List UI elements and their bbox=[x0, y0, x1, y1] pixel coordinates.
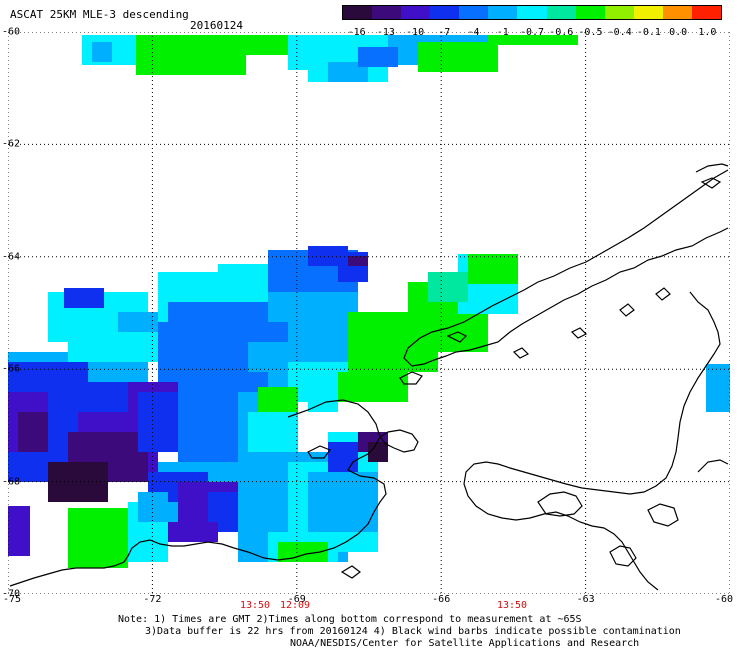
swath-cell bbox=[138, 492, 168, 522]
swath-cell bbox=[328, 442, 358, 472]
swath-cell bbox=[488, 35, 578, 45]
swath-cell bbox=[68, 508, 128, 568]
colorbar-swatch bbox=[604, 6, 634, 19]
swath-cell bbox=[158, 522, 218, 542]
swath-cell bbox=[278, 542, 328, 562]
colorbar bbox=[342, 5, 722, 20]
swath-cell bbox=[18, 412, 48, 452]
colorbar-label: -13 bbox=[376, 27, 395, 38]
pass-time-label: 13:50 bbox=[239, 600, 271, 611]
swath-cell bbox=[48, 472, 78, 502]
colorbar-swatch bbox=[633, 6, 663, 19]
map-title: ASCAT 25KM MLE-3 descending bbox=[10, 8, 189, 21]
map-date: 20160124 bbox=[190, 19, 243, 32]
pass-time-label: 12:09 bbox=[279, 600, 311, 611]
longitude-label: -66 bbox=[432, 594, 451, 605]
longitude-label: -60 bbox=[714, 594, 734, 605]
colorbar-label: -0.5 bbox=[578, 27, 603, 38]
colorbar-swatch bbox=[401, 6, 431, 19]
longitude-label: -63 bbox=[576, 594, 595, 605]
swath-cell bbox=[428, 272, 468, 302]
latitude-label: -68 bbox=[2, 476, 21, 488]
colorbar-swatch bbox=[372, 6, 402, 19]
latitude-label: -66 bbox=[2, 363, 21, 375]
pass-time-label: 13:50 bbox=[496, 600, 528, 611]
swath-cell bbox=[706, 364, 730, 412]
note-line-3: NOAA/NESDIS/Center for Satellite Applica… bbox=[290, 638, 640, 649]
colorbar-label: -10 bbox=[406, 27, 425, 38]
swath-cell bbox=[92, 42, 112, 62]
swath-cell bbox=[358, 47, 398, 67]
longitude-label: -75 bbox=[2, 594, 22, 605]
longitude-label: -72 bbox=[143, 594, 162, 605]
swath-cell bbox=[418, 42, 498, 72]
colorbar-swatch bbox=[343, 6, 373, 19]
colorbar-swatch bbox=[546, 6, 576, 19]
colorbar-label: -4 bbox=[467, 27, 480, 38]
colorbar-swatch bbox=[662, 6, 692, 19]
colorbar-label: 1.0 bbox=[698, 27, 717, 38]
swath-cell bbox=[348, 256, 368, 266]
map-plot bbox=[8, 32, 730, 594]
note-line-1: Note: 1) Times are GMT 2)Times along bot… bbox=[118, 614, 582, 625]
colorbar-swatch bbox=[691, 6, 722, 19]
swath-cell bbox=[64, 288, 104, 308]
swath-cell bbox=[8, 506, 30, 556]
coastline bbox=[9, 163, 729, 591]
colorbar-swatch bbox=[459, 6, 489, 19]
colorbar-swatch bbox=[575, 6, 605, 19]
latitude-label: -60 bbox=[2, 26, 21, 38]
colorbar-swatch bbox=[488, 6, 518, 19]
data-swath bbox=[8, 35, 730, 568]
swath-cell bbox=[368, 442, 388, 462]
longitude-label: -69 bbox=[287, 594, 306, 605]
swath-cell bbox=[68, 332, 158, 362]
colorbar-label: 0.0 bbox=[669, 27, 688, 38]
swath-cell bbox=[468, 254, 518, 284]
swath-cell bbox=[246, 35, 296, 55]
colorbar-swatch bbox=[430, 6, 460, 19]
colorbar-swatch bbox=[517, 6, 547, 19]
colorbar-label: -0.6 bbox=[549, 27, 574, 38]
latitude-label: -70 bbox=[2, 588, 21, 600]
note-line-2: 3)Data buffer is 22 hrs from 20160124 4)… bbox=[145, 626, 681, 637]
latitude-label: -64 bbox=[2, 251, 21, 263]
swath-cell bbox=[308, 472, 378, 532]
grid-lines bbox=[8, 32, 730, 594]
latitude-label: -62 bbox=[2, 138, 21, 150]
swath-cell bbox=[308, 372, 338, 412]
colorbar-label: -0.4 bbox=[607, 27, 632, 38]
swath-cell bbox=[158, 52, 238, 72]
colorbar-label: -1 bbox=[496, 27, 509, 38]
